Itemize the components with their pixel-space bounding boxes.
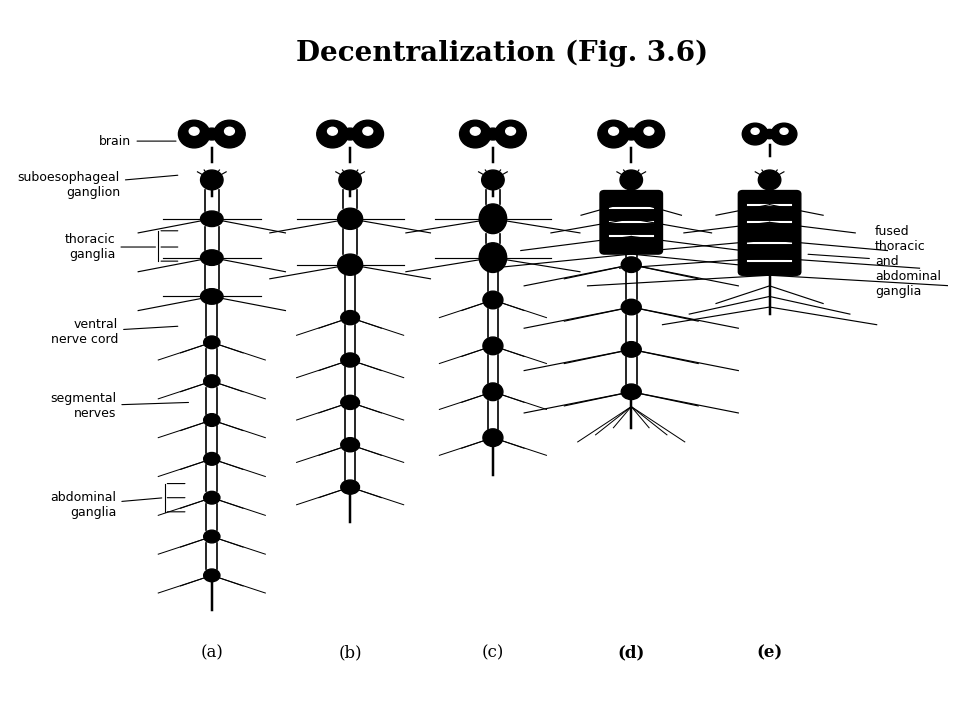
Ellipse shape <box>479 243 507 272</box>
Ellipse shape <box>201 170 223 190</box>
Ellipse shape <box>506 127 516 135</box>
Ellipse shape <box>495 120 526 148</box>
Ellipse shape <box>341 310 359 325</box>
Ellipse shape <box>609 127 618 135</box>
Ellipse shape <box>621 384 641 400</box>
Text: (b): (b) <box>338 644 362 662</box>
Ellipse shape <box>483 291 503 309</box>
Ellipse shape <box>620 170 642 190</box>
Ellipse shape <box>179 120 210 148</box>
Text: (a): (a) <box>201 644 224 662</box>
Ellipse shape <box>204 569 220 582</box>
Ellipse shape <box>204 530 220 543</box>
Ellipse shape <box>201 211 223 227</box>
Ellipse shape <box>341 353 359 367</box>
Ellipse shape <box>482 170 504 190</box>
Ellipse shape <box>204 414 220 426</box>
Ellipse shape <box>742 123 768 145</box>
Ellipse shape <box>352 120 383 148</box>
Ellipse shape <box>341 438 359 451</box>
Ellipse shape <box>339 170 361 190</box>
Ellipse shape <box>201 289 223 305</box>
Ellipse shape <box>204 336 220 348</box>
Text: abdominal
ganglia: abdominal ganglia <box>50 491 161 518</box>
Text: Decentralization (Fig. 3.6): Decentralization (Fig. 3.6) <box>296 39 708 66</box>
Ellipse shape <box>204 375 220 387</box>
Text: (d): (d) <box>617 644 645 662</box>
Ellipse shape <box>470 127 480 135</box>
Ellipse shape <box>644 127 654 135</box>
Ellipse shape <box>621 342 641 357</box>
FancyBboxPatch shape <box>738 191 801 275</box>
Ellipse shape <box>780 128 788 135</box>
Ellipse shape <box>204 491 220 504</box>
Text: (c): (c) <box>482 644 504 662</box>
Text: brain: brain <box>99 135 176 148</box>
Ellipse shape <box>338 254 363 275</box>
Ellipse shape <box>341 395 359 410</box>
Ellipse shape <box>363 127 372 135</box>
Text: fused
thoracic
and
abdominal
ganglia: fused thoracic and abdominal ganglia <box>808 225 941 297</box>
Ellipse shape <box>751 128 759 135</box>
Ellipse shape <box>204 128 220 140</box>
Ellipse shape <box>763 130 776 139</box>
Ellipse shape <box>338 208 363 230</box>
Text: segmental
nerves: segmental nerves <box>50 392 188 420</box>
Text: (e): (e) <box>756 644 782 662</box>
Ellipse shape <box>214 120 245 148</box>
Ellipse shape <box>479 204 507 233</box>
Ellipse shape <box>483 383 503 400</box>
Ellipse shape <box>483 337 503 355</box>
Ellipse shape <box>341 480 359 494</box>
Ellipse shape <box>201 250 223 266</box>
Ellipse shape <box>189 127 199 135</box>
Ellipse shape <box>460 120 491 148</box>
Ellipse shape <box>621 257 641 272</box>
Ellipse shape <box>317 120 348 148</box>
Ellipse shape <box>204 452 220 465</box>
Text: thoracic
ganglia: thoracic ganglia <box>64 233 156 261</box>
Text: suboesophageal
ganglion: suboesophageal ganglion <box>17 171 178 199</box>
Ellipse shape <box>771 123 797 145</box>
Ellipse shape <box>623 128 639 140</box>
Ellipse shape <box>327 127 337 135</box>
Ellipse shape <box>483 429 503 446</box>
Ellipse shape <box>621 300 641 315</box>
Ellipse shape <box>634 120 664 148</box>
Ellipse shape <box>598 120 630 148</box>
Ellipse shape <box>225 127 234 135</box>
FancyBboxPatch shape <box>600 191 662 254</box>
Ellipse shape <box>758 170 780 190</box>
Ellipse shape <box>343 128 358 140</box>
Ellipse shape <box>485 128 501 140</box>
Text: ventral
nerve cord: ventral nerve cord <box>51 318 178 346</box>
